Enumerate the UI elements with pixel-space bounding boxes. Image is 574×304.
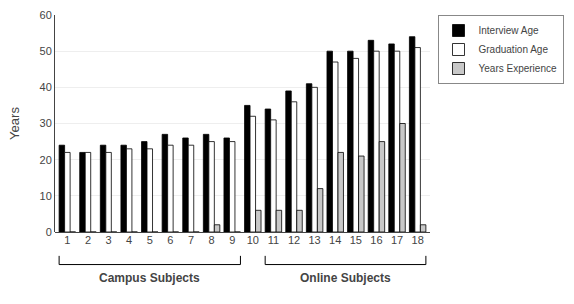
svg-text:6: 6 <box>167 234 173 246</box>
svg-text:10: 10 <box>247 234 259 246</box>
svg-text:15: 15 <box>350 234 362 246</box>
svg-text:9: 9 <box>229 234 235 246</box>
svg-text:Years Experience: Years Experience <box>479 63 557 74</box>
svg-text:7: 7 <box>188 234 194 246</box>
svg-text:0: 0 <box>46 226 52 238</box>
svg-text:Years: Years <box>7 107 22 140</box>
svg-text:18: 18 <box>412 234 424 246</box>
svg-text:Online Subjects: Online Subjects <box>300 271 391 285</box>
svg-text:Campus Subjects: Campus Subjects <box>99 271 200 285</box>
svg-text:Graduation Age: Graduation Age <box>479 44 549 55</box>
svg-text:5: 5 <box>147 234 153 246</box>
svg-text:50: 50 <box>40 45 52 57</box>
svg-text:3: 3 <box>106 234 112 246</box>
svg-text:Interview Age: Interview Age <box>479 25 539 36</box>
svg-text:8: 8 <box>209 234 215 246</box>
svg-text:11: 11 <box>268 234 279 246</box>
svg-text:20: 20 <box>40 154 52 166</box>
svg-text:17: 17 <box>391 234 403 246</box>
svg-text:13: 13 <box>308 234 320 246</box>
svg-text:14: 14 <box>329 234 341 246</box>
svg-text:10: 10 <box>40 190 52 202</box>
svg-text:40: 40 <box>40 81 52 93</box>
svg-text:30: 30 <box>40 117 52 129</box>
svg-text:4: 4 <box>126 234 132 246</box>
svg-text:60: 60 <box>40 9 52 21</box>
svg-text:2: 2 <box>85 234 91 246</box>
svg-text:16: 16 <box>370 234 382 246</box>
svg-text:12: 12 <box>288 234 300 246</box>
svg-text:1: 1 <box>64 234 70 246</box>
